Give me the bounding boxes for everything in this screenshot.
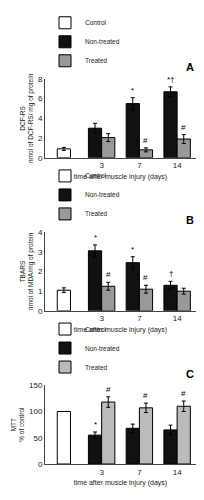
svg-text:2: 2 [38, 134, 43, 143]
svg-text:C: C [186, 368, 194, 380]
svg-text:*: * [131, 86, 134, 95]
svg-text:0: 0 [38, 154, 43, 163]
svg-text:0: 0 [38, 307, 43, 316]
svg-text:MTT% of control: MTT% of control [10, 407, 25, 442]
svg-text:#: # [143, 391, 148, 400]
svg-text:time after muscle injury (days: time after muscle injury (days) [74, 479, 167, 487]
svg-text:150: 150 [29, 381, 43, 390]
svg-text:100: 100 [29, 407, 43, 416]
svg-text:7: 7 [137, 468, 142, 477]
svg-text:*†: *† [167, 75, 175, 84]
svg-text:†: † [169, 269, 173, 278]
svg-text:Non-treated: Non-treated [85, 38, 120, 45]
svg-text:Control: Control [85, 19, 107, 26]
svg-text:3: 3 [99, 468, 104, 477]
svg-text:*: * [131, 245, 134, 254]
svg-text:3: 3 [38, 248, 43, 257]
svg-text:TBARSnmol of MDA/mg of protein: TBARSnmol of MDA/mg of protein [19, 232, 35, 310]
svg-text:Treated: Treated [85, 364, 108, 371]
svg-text:0: 0 [38, 460, 43, 469]
svg-text:Treated: Treated [85, 57, 108, 64]
svg-text:1: 1 [38, 287, 43, 296]
svg-text:8: 8 [38, 75, 43, 84]
svg-text:#: # [181, 123, 186, 132]
svg-text:Control: Control [85, 326, 107, 333]
svg-text:3: 3 [99, 314, 104, 323]
svg-text:Control: Control [85, 172, 107, 179]
svg-text:14: 14 [173, 161, 182, 170]
svg-text:Non-treated: Non-treated [85, 191, 120, 198]
svg-text:A: A [186, 61, 194, 73]
svg-text:*: * [94, 233, 97, 242]
svg-text:Non-treated: Non-treated [85, 345, 120, 352]
svg-text:6: 6 [38, 94, 43, 103]
svg-text:3: 3 [99, 161, 104, 170]
svg-text:2: 2 [38, 267, 43, 276]
svg-text:#: # [106, 385, 111, 394]
svg-text:14: 14 [173, 468, 182, 477]
svg-text:B: B [186, 214, 194, 226]
svg-text:time after muscle injury (days: time after muscle injury (days) [74, 173, 167, 181]
svg-text:#: # [181, 389, 186, 398]
svg-text:7: 7 [137, 314, 142, 323]
svg-text:#: # [143, 136, 148, 145]
svg-text:50: 50 [33, 434, 42, 443]
svg-text:Treated: Treated [85, 210, 108, 217]
svg-text:14: 14 [173, 314, 182, 323]
svg-text:*: * [94, 420, 97, 429]
svg-text:4: 4 [38, 228, 43, 237]
svg-text:#: # [143, 273, 148, 282]
svg-text:#: # [106, 270, 111, 279]
svg-text:4: 4 [38, 114, 43, 123]
svg-text:7: 7 [137, 161, 142, 170]
svg-text:time after muscle injury (days: time after muscle injury (days) [74, 326, 167, 334]
svg-text:DCF-RSnmol of DCF-RS/ mg of pr: DCF-RSnmol of DCF-RS/ mg of protein [19, 73, 35, 163]
